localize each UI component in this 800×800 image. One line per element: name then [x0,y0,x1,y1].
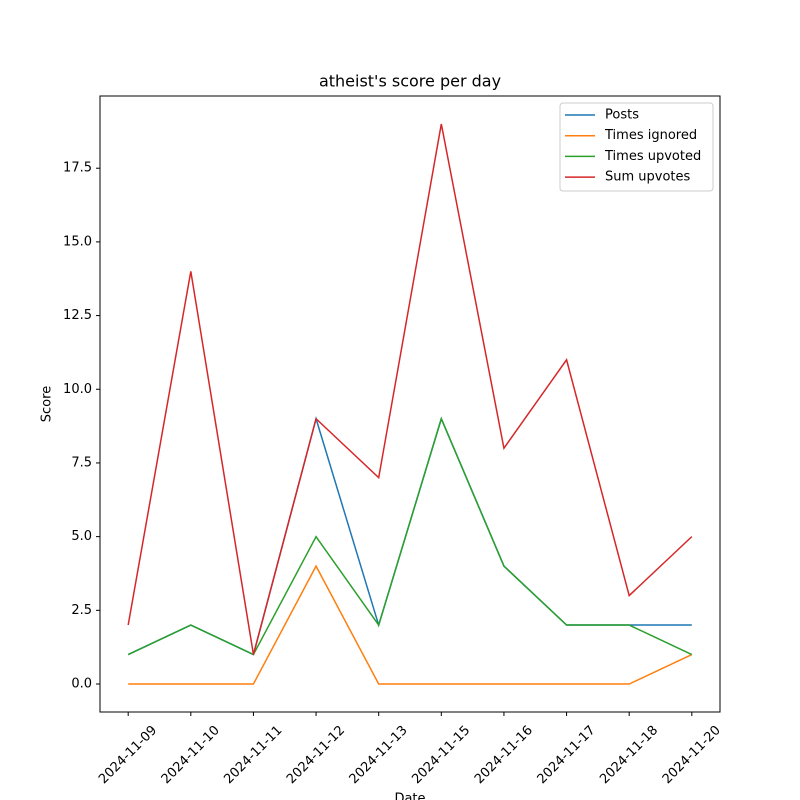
y-axis-label: Score [40,386,55,422]
series-line [128,564,693,685]
x-tick-label: 2024-11-10 [159,723,223,787]
y-tick-label: 17.5 [63,161,92,176]
x-tick-label: 2024-11-15 [409,723,473,787]
y-tick-label: 10.0 [63,382,92,397]
y-tick-label: 7.5 [71,455,92,470]
legend-label: Sum upvotes [605,170,691,185]
x-tick-label: 2024-11-16 [472,723,536,787]
x-tick-label: 2024-11-18 [597,723,661,787]
legend-label: Times ignored [604,128,697,143]
y-tick-label: 15.0 [63,234,92,249]
series-line [127,416,693,656]
x-tick-label: 2024-11-12 [284,723,348,787]
legend-box [559,102,714,192]
x-tick-label: 2024-11-13 [347,723,411,787]
x-tick-label: 2024-11-20 [660,723,724,787]
y-tick-label: 0.0 [71,677,92,692]
chart-title: atheist's score per day [319,72,501,91]
series-line [127,415,692,656]
y-tick-label: 5.0 [71,529,92,544]
x-tick-label: 2024-11-09 [96,723,160,787]
legend-label: Posts [605,108,639,123]
legend-label: Times upvoted [604,149,701,164]
series-line [127,123,693,655]
y-tick-label: 2.5 [71,603,92,618]
x-tick-label: 2024-11-11 [221,723,285,787]
y-tick-label: 12.5 [63,308,92,323]
x-tick-label: 2024-11-17 [535,723,599,787]
plot-area [99,95,721,713]
x-axis-label: Date [394,792,425,800]
